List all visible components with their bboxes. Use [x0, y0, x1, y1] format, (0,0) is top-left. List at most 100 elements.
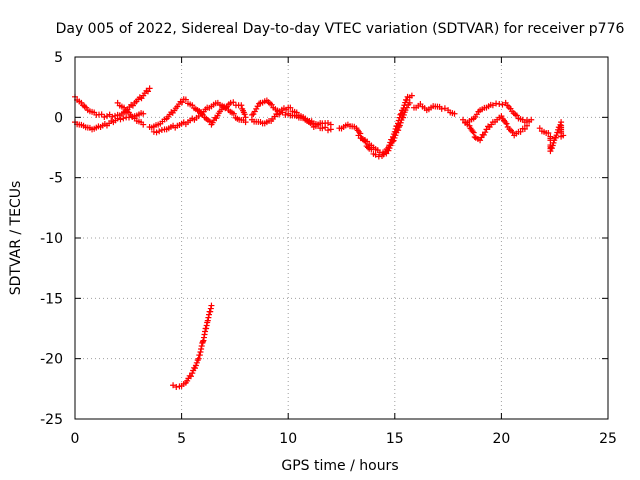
data-point [109, 113, 116, 120]
data-point [509, 129, 516, 136]
data-point [553, 132, 560, 139]
data-point [207, 308, 214, 315]
x-tick-label: 0 [71, 431, 80, 447]
y-tick-label: -25 [40, 412, 63, 428]
data-point [387, 142, 394, 149]
gridlines [75, 57, 608, 419]
data-point [389, 138, 396, 145]
data-point [192, 362, 199, 369]
data-point [503, 120, 510, 127]
data-point [517, 128, 524, 135]
y-tick-label: -5 [49, 171, 63, 187]
data-point [549, 142, 556, 149]
data-point [392, 132, 399, 139]
data-point [390, 137, 397, 144]
data-point [189, 370, 196, 377]
data-point [513, 112, 520, 119]
data-point [397, 119, 404, 126]
data-point [364, 144, 371, 151]
data-point [242, 119, 249, 126]
data-point [206, 311, 213, 318]
data-point [238, 102, 245, 109]
data-point [499, 101, 506, 108]
data-point [477, 137, 484, 144]
data-point [545, 130, 552, 137]
data-point [528, 116, 535, 123]
data-point [156, 128, 163, 135]
y-tick-label: -20 [40, 352, 63, 368]
data-point [241, 111, 248, 118]
data-point [193, 359, 200, 366]
data-point [380, 149, 387, 156]
y-axis-label: SDTVAR / TECUs [8, 181, 24, 296]
chart-title: Day 005 of 2022, Sidereal Day-to-day VTE… [56, 21, 625, 37]
data-point [403, 97, 410, 104]
data-point [208, 302, 215, 309]
data-point [552, 134, 559, 141]
data-point [400, 111, 407, 118]
x-axis-label: GPS time / hours [281, 458, 398, 474]
data-point [483, 126, 490, 133]
data-point [398, 110, 405, 117]
x-tick-label: 25 [599, 431, 617, 447]
data-point [523, 122, 530, 129]
data-point [489, 102, 496, 109]
data-point [195, 355, 202, 362]
data-point [146, 85, 153, 92]
x-tick-label: 5 [177, 431, 186, 447]
data-point [521, 125, 528, 132]
y-tick-label: -10 [40, 231, 63, 247]
data-point [391, 134, 398, 141]
data-point [101, 114, 108, 121]
data-point [274, 111, 281, 118]
x-tick-label: 20 [492, 431, 510, 447]
data-point [557, 121, 564, 128]
data-point [198, 346, 205, 353]
x-tick-label: 15 [386, 431, 404, 447]
data-point [536, 125, 543, 132]
data-point [372, 151, 379, 158]
x-tick-label: 10 [279, 431, 297, 447]
data-point [192, 365, 199, 372]
data-point [207, 305, 214, 312]
data-point [98, 111, 105, 118]
data-point [403, 104, 410, 111]
data-point [550, 139, 557, 146]
plot-frame [74, 56, 609, 420]
data-point [400, 114, 407, 121]
data-point [396, 122, 403, 129]
data-point [153, 129, 160, 136]
data-point [386, 145, 393, 152]
data-point [408, 92, 415, 99]
data-point [205, 314, 212, 321]
data-points [72, 85, 567, 391]
data-point [282, 111, 289, 118]
data-point [324, 127, 331, 134]
data-point [498, 113, 505, 120]
data-point [451, 110, 458, 117]
data-point [327, 121, 334, 128]
data-point [182, 96, 189, 103]
data-point [470, 129, 477, 136]
y-tick-label: -15 [40, 291, 63, 307]
data-point [140, 121, 147, 128]
data-point [179, 99, 186, 106]
data-point [230, 110, 237, 117]
data-point [204, 317, 211, 324]
data-point [206, 118, 213, 125]
data-point [170, 382, 177, 389]
data-point [198, 343, 205, 349]
data-point [406, 99, 413, 106]
data-point [158, 127, 165, 134]
data-point [395, 127, 402, 134]
data-point [471, 134, 478, 141]
data-point [145, 88, 152, 95]
data-point [441, 105, 448, 112]
y-tick-label: 0 [54, 110, 63, 126]
data-point [140, 110, 147, 117]
data-point [480, 131, 487, 138]
data-point [230, 99, 237, 106]
data-point [287, 104, 294, 111]
data-point [117, 116, 124, 123]
